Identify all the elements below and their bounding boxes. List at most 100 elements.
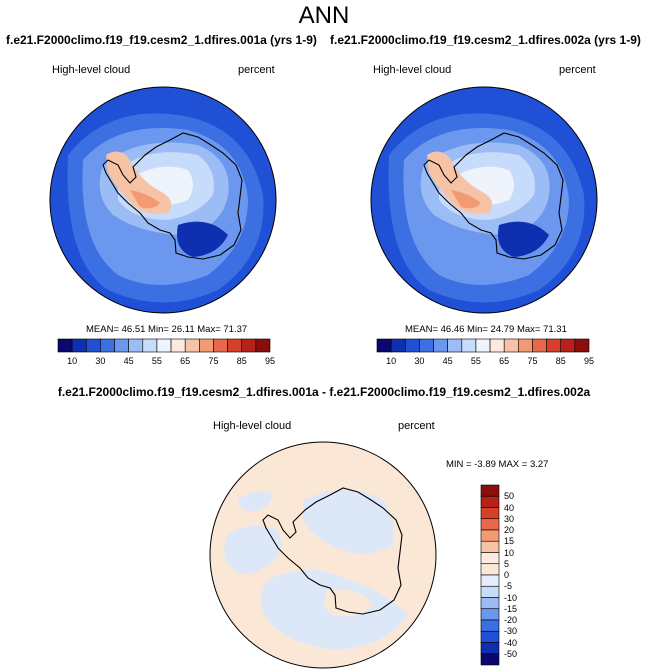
panel-1-polar-map (49, 86, 277, 314)
difference-units-label: percent (398, 420, 435, 432)
colorbar-swatch (480, 507, 500, 520)
colorbar-swatch (503, 338, 519, 353)
colorbar-swatch (227, 338, 243, 353)
difference-polar-map (209, 441, 437, 669)
colorbar-swatch (85, 338, 101, 353)
difference-stats: MIN = -3.89 MAX = 3.27 (446, 459, 549, 470)
colorbar-swatch (213, 338, 228, 353)
colorbar-swatch (546, 338, 562, 353)
colorbar-swatch (419, 338, 434, 353)
colorbar-swatch (255, 338, 271, 353)
warm-region (427, 151, 493, 214)
colorbar-swatch (114, 338, 129, 353)
colorbar-tick-label: 20 (504, 525, 515, 535)
colorbar-swatch (433, 338, 448, 353)
colorbar-swatch (560, 338, 576, 353)
colorbar-tick-label: 95 (583, 356, 595, 366)
antarctica-coastline (262, 487, 403, 615)
colorbar-swatch (480, 585, 500, 598)
panel-1-colorbar-ticks: 10 30 45 55 65 75 85 95 (58, 356, 275, 368)
colorbar-tick-label: -10 (504, 592, 518, 603)
colorbar-tick-label: 10 (504, 547, 515, 558)
colorbar-swatch (480, 484, 500, 497)
difference-title: f.e21.F2000climo.f19_f19.cesm2_1.dfires.… (57, 385, 591, 399)
colorbar-tick-label: 75 (208, 356, 219, 366)
panel-1-case-title: f.e21.F2000climo.f19_f19.cesm2_1.dfires.… (6, 33, 317, 47)
colorbar-swatch (480, 563, 500, 576)
colorbar-swatch (447, 338, 463, 353)
cold-pocket (498, 221, 549, 257)
colorbar-tick-label: 65 (499, 356, 510, 366)
colorbar-tick-label: 75 (527, 356, 538, 366)
colorbar-swatch (480, 518, 500, 531)
colorbar-swatch (480, 552, 500, 565)
difference-colorbar (480, 484, 500, 666)
warm-core (451, 190, 481, 209)
panel-2-polar-map (370, 86, 598, 314)
warm-core (130, 190, 160, 209)
warm-region (106, 151, 172, 214)
colorbar-swatch (480, 529, 500, 542)
colorbar-swatch (480, 642, 500, 655)
colorbar-tick-label: 50 (504, 491, 515, 502)
panel-2-case-title: f.e21.F2000climo.f19_f19.cesm2_1.dfires.… (330, 33, 641, 47)
diff-positive-patch (324, 589, 373, 617)
colorbar-tick-label: 30 (414, 356, 425, 366)
antarctica-coastline (102, 132, 243, 260)
colorbar-swatch (480, 540, 500, 553)
colorbar-tick-label: 10 (67, 356, 78, 366)
colorbar-swatch (156, 338, 172, 353)
colorbar-swatch (404, 338, 420, 353)
colorbar-swatch (480, 653, 500, 666)
colorbar-swatch (199, 338, 214, 353)
colorbar-swatch (574, 338, 590, 353)
colorbar-tick-label: 95 (264, 356, 276, 366)
panel-2-colorbar (376, 338, 590, 353)
colorbar-swatch (100, 338, 115, 353)
colorbar-tick-label: 65 (180, 356, 191, 366)
colorbar-swatch (475, 338, 491, 353)
cold-pocket (177, 221, 228, 257)
colorbar-tick-label: 30 (95, 356, 106, 366)
colorbar-swatch (480, 574, 500, 587)
colorbar-swatch (489, 338, 505, 353)
colorbar-swatch (480, 608, 500, 621)
panel-2-units-label: percent (559, 64, 596, 76)
colorbar-swatch (480, 619, 500, 632)
panel-1-units-label: percent (238, 64, 275, 76)
panel-1-colorbar (57, 338, 271, 353)
colorbar-tick-label: -20 (504, 615, 518, 625)
colorbar-tick-label: -15 (504, 603, 518, 614)
panel-1-stats: MEAN= 46.51 Min= 26.11 Max= 71.37 (86, 324, 248, 335)
colorbar-swatch (241, 338, 257, 353)
colorbar-swatch (170, 338, 186, 353)
panel-2-variable-label: High-level cloud (373, 64, 452, 76)
colorbar-swatch (461, 338, 477, 353)
colorbar-tick-label: 85 (555, 356, 566, 366)
colorbar-swatch (71, 338, 87, 353)
colorbar-tick-label: 15 (504, 536, 515, 547)
colorbar-tick-label: -30 (504, 626, 518, 637)
panel-1-variable-label: High-level cloud (52, 64, 131, 76)
diff-negative-patch-2 (303, 490, 395, 554)
colorbar-swatch (184, 338, 200, 353)
colorbar-swatch (532, 338, 547, 353)
colorbar-tick-label: 45 (442, 356, 453, 366)
colorbar-tick-label: 45 (123, 356, 134, 366)
colorbar-swatch (480, 630, 500, 643)
colorbar-tick-label: -40 (504, 637, 518, 648)
colorbar-tick-label: 40 (504, 502, 515, 513)
panel-2-stats: MEAN= 46.46 Min= 24.79 Max= 71.31 (405, 324, 567, 335)
diff-negative-patch-1 (224, 526, 282, 574)
colorbar-swatch (518, 338, 533, 353)
colorbar-tick-label: 85 (236, 356, 247, 366)
colorbar-tick-label: 55 (151, 356, 162, 366)
figure-title: ANN (298, 2, 350, 29)
colorbar-swatch (390, 338, 406, 353)
diff-negative-patch-4 (238, 491, 273, 512)
panel-2-colorbar-ticks: 10 30 45 55 65 75 85 95 (377, 356, 594, 368)
colorbar-tick-label: -50 (504, 648, 518, 659)
colorbar-swatch (376, 338, 392, 353)
difference-colorbar-ticks: 50 40 30 20 15 10 5 0 -5 -10 -15 -20 -30 -40 -50 (504, 485, 534, 665)
colorbar-tick-label: 10 (386, 356, 397, 366)
